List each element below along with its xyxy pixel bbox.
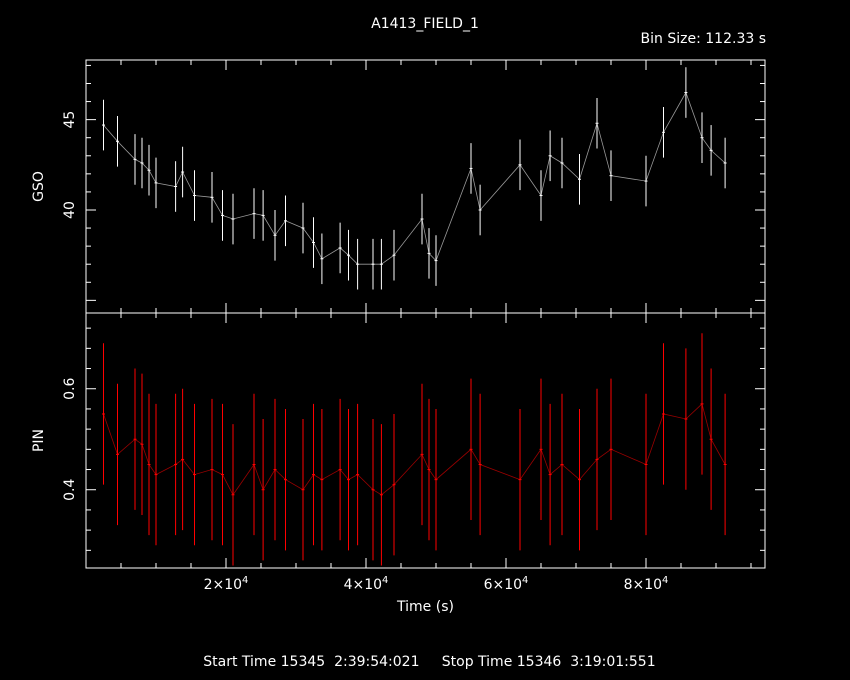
y-tick-label: 45 <box>62 111 78 129</box>
pin-panel <box>102 333 727 566</box>
axes-layer: 40 45 GSO 0.4 0.6 PIN 2×104 4×104 6×104 8×104 Time… <box>31 59 766 615</box>
stop-time-value: 15346 3:19:01:551 <box>516 654 656 670</box>
gso-point <box>723 137 727 189</box>
y-tick-label: 0.6 <box>62 378 78 400</box>
pin-frame <box>85 312 766 569</box>
pin-axis-label: PIN <box>31 429 47 452</box>
bin-size-label: Bin Size: 112.33 s <box>640 31 766 47</box>
start-time-value: 15345 2:39:54:021 <box>280 654 420 670</box>
x-tick-label: 4×104 <box>344 575 389 593</box>
x-tick-label: 8×104 <box>624 575 669 593</box>
stop-time-label: Stop Time <box>441 654 513 670</box>
y-tick-label: 0.4 <box>62 479 78 501</box>
x-axis-label: Time (s) <box>396 599 454 615</box>
time-range-footer: Start Time 15345 2:39:54:021 Stop Time 1… <box>0 638 850 670</box>
start-time-label: Start Time <box>203 654 277 670</box>
gso-series-line <box>103 91 726 265</box>
pin-series-line <box>103 403 726 496</box>
y-tick-label: 40 <box>62 201 78 219</box>
pin-point <box>102 343 105 485</box>
chart-title: A1413_FIELD_1 <box>371 16 479 32</box>
gso-frame <box>85 59 766 314</box>
gso-point <box>102 99 105 151</box>
x-tick-label: 6×104 <box>484 575 529 593</box>
gso-panel <box>102 67 727 290</box>
x-tick-label: 2×104 <box>204 575 249 593</box>
gso-axis-label: GSO <box>31 171 47 202</box>
